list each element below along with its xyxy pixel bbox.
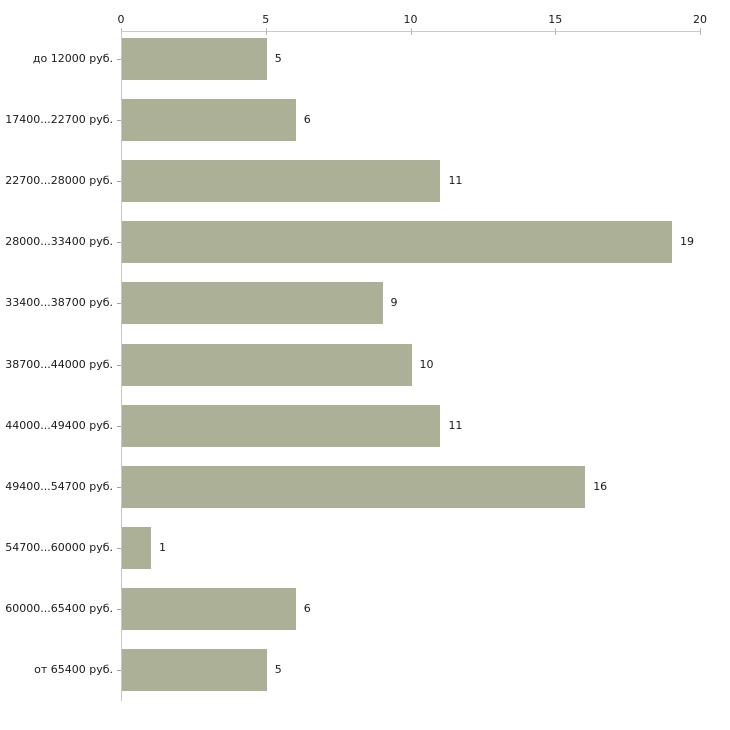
bar	[122, 160, 441, 203]
y-axis-tick	[117, 364, 121, 366]
x-axis-tick-label: 5	[262, 13, 270, 26]
value-label: 6	[303, 601, 311, 615]
category-label: 44000...49400 руб.	[5, 418, 113, 432]
bar	[122, 404, 441, 447]
y-axis-line	[121, 31, 122, 701]
value-label: 1	[158, 540, 166, 554]
x-axis-tick	[265, 28, 267, 35]
category-label: от 65400 руб.	[34, 663, 113, 676]
category-label: 33400...38700 руб.	[5, 296, 113, 310]
y-axis-tick	[117, 303, 121, 305]
y-axis-tick	[117, 242, 121, 244]
category-label: 38700...44000 руб.	[5, 357, 113, 371]
value-label: 16	[593, 479, 608, 493]
category-label: 49400...54700 руб.	[5, 479, 113, 493]
bar	[122, 38, 267, 80]
bar	[122, 649, 267, 691]
value-label: 19	[680, 235, 695, 249]
x-axis-tick	[700, 28, 701, 35]
x-axis-tick-label: 15	[548, 13, 563, 26]
bar	[122, 221, 673, 264]
value-label: 11	[448, 418, 463, 432]
x-axis-tick-label: 20	[693, 13, 707, 26]
x-axis-tick-label: 0	[117, 13, 125, 26]
bar	[122, 343, 412, 386]
x-axis-tick-label: 10	[403, 13, 418, 26]
y-axis-tick	[117, 608, 121, 610]
y-axis-tick	[117, 425, 121, 427]
y-axis-tick	[117, 120, 121, 122]
bar	[122, 99, 296, 142]
value-label: 9	[390, 296, 398, 310]
bar	[122, 465, 586, 508]
category-label: 28000...33400 руб.	[5, 235, 113, 249]
y-axis-tick	[117, 547, 121, 549]
value-label: 5	[274, 52, 282, 65]
bar	[122, 587, 296, 630]
value-label: 10	[419, 357, 434, 371]
category-label: 54700...60000 руб.	[5, 540, 113, 554]
y-axis-tick	[117, 670, 121, 671]
bar	[122, 526, 151, 569]
category-label: 60000...65400 руб.	[5, 601, 113, 615]
bar	[122, 282, 383, 325]
y-axis-tick	[117, 181, 121, 183]
x-axis-tick	[410, 28, 412, 35]
category-label: 17400...22700 руб.	[5, 113, 113, 127]
category-label: 22700...28000 руб.	[5, 174, 113, 188]
value-label: 11	[448, 174, 463, 188]
y-axis-tick	[117, 486, 121, 488]
y-axis-tick	[117, 59, 121, 60]
x-axis-tick	[555, 28, 557, 35]
value-label: 5	[274, 663, 282, 676]
category-label: до 12000 руб.	[32, 52, 113, 65]
value-label: 6	[303, 113, 311, 127]
